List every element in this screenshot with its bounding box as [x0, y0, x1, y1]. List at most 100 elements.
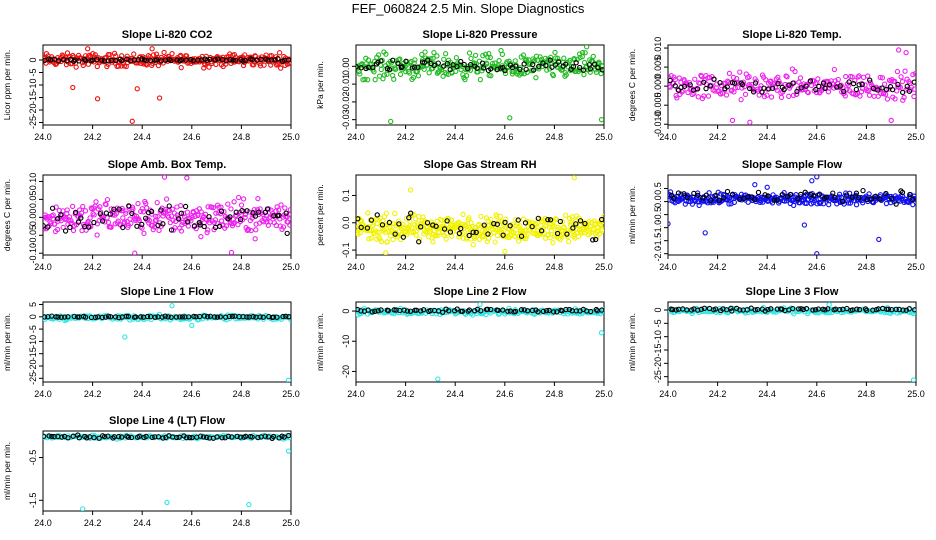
x-tick-label: 25.0: [907, 389, 925, 399]
data-point: [183, 435, 190, 441]
data-point: [531, 67, 537, 73]
data-point: [135, 60, 141, 66]
data-point: [357, 71, 363, 77]
outlier-point: [122, 334, 128, 340]
page-title: FEF_060824 2.5 Min. Slope Diagnostics: [351, 1, 585, 16]
data-point: [477, 76, 484, 83]
data-point: [387, 233, 393, 239]
data-point: [214, 434, 220, 440]
data-point: [144, 313, 151, 320]
panel-title: Slope Li-820 Pressure: [423, 29, 538, 41]
data-point: [875, 87, 881, 93]
data-point: [826, 82, 833, 88]
data-point: [818, 87, 825, 94]
data-point: [567, 57, 573, 64]
outlier-point: [809, 178, 815, 184]
data-point: [121, 219, 128, 225]
y-tick-label: 0.1: [341, 189, 351, 202]
data-point: [820, 201, 827, 207]
data-point: [675, 190, 682, 196]
x-tick-label: 24.8: [858, 389, 876, 399]
data-point: [696, 202, 702, 208]
data-point: [822, 307, 828, 313]
data-point: [234, 433, 240, 439]
data-point: [393, 66, 399, 72]
data-point: [853, 202, 860, 208]
data-point: [478, 213, 484, 220]
data-point: [286, 314, 291, 320]
data-point: [395, 60, 401, 67]
data-point: [502, 219, 508, 226]
data-point: [517, 223, 523, 229]
data-point: [141, 230, 147, 237]
data-point: [90, 210, 96, 217]
data-point: [523, 235, 529, 242]
data-point: [398, 64, 404, 71]
x-tick-label: 24.4: [133, 262, 151, 272]
data-point: [911, 79, 916, 85]
data-point: [563, 306, 569, 313]
data-point: [111, 206, 117, 212]
data-point: [228, 206, 234, 212]
data-point: [163, 196, 170, 202]
data-point: [911, 93, 916, 100]
series-all: [356, 175, 604, 255]
data-point: [816, 191, 823, 197]
data-point: [550, 72, 557, 79]
data-point: [593, 236, 599, 243]
data-point: [469, 223, 476, 230]
outlier-point: [246, 501, 252, 508]
data-point: [363, 65, 369, 72]
data-point: [721, 195, 727, 201]
data-point: [523, 56, 529, 62]
data-point: [545, 217, 551, 223]
data-point: [867, 77, 873, 83]
data-point: [557, 218, 564, 225]
data-point: [849, 74, 855, 80]
data-point: [223, 223, 230, 229]
data-point: [454, 63, 460, 70]
data-point: [58, 314, 64, 320]
data-point: [553, 216, 560, 223]
data-point: [518, 233, 525, 239]
data-point: [734, 75, 740, 82]
data-point: [516, 238, 522, 244]
data-point: [582, 50, 588, 56]
data-point: [368, 217, 375, 223]
y-tick-label: -25: [28, 372, 38, 385]
y-tick-label: 0: [28, 314, 38, 319]
outlier-point: [752, 181, 758, 188]
data-point: [701, 305, 708, 311]
series-selected: [356, 57, 604, 74]
data-point: [370, 222, 376, 228]
data-point: [842, 93, 848, 99]
data-point: [433, 223, 439, 229]
data-point: [56, 58, 62, 64]
data-point: [550, 309, 557, 315]
data-point: [860, 200, 866, 206]
data-point: [107, 51, 113, 58]
x-tick-label: 24.0: [659, 132, 677, 142]
data-point: [184, 209, 191, 215]
data-point: [488, 306, 494, 313]
data-point: [523, 66, 529, 73]
outlier-point: [184, 175, 190, 181]
data-point: [790, 202, 797, 209]
data-point: [94, 56, 100, 63]
data-point: [105, 58, 111, 64]
data-point: [465, 308, 471, 314]
data-point: [401, 307, 407, 313]
data-point: [694, 86, 701, 92]
data-point: [88, 223, 94, 230]
y-axis-label: degrees C per min.: [627, 49, 637, 121]
plot-frame: [355, 174, 605, 256]
outlier-point: [129, 118, 135, 124]
data-point: [217, 223, 223, 229]
x-tick-label: 24.6: [183, 518, 201, 528]
data-point: [105, 433, 111, 439]
data-point: [470, 242, 476, 248]
data-point: [691, 90, 697, 97]
outlier-point: [764, 184, 770, 190]
data-point: [850, 80, 857, 87]
x-tick-label: 25.0: [282, 262, 300, 272]
